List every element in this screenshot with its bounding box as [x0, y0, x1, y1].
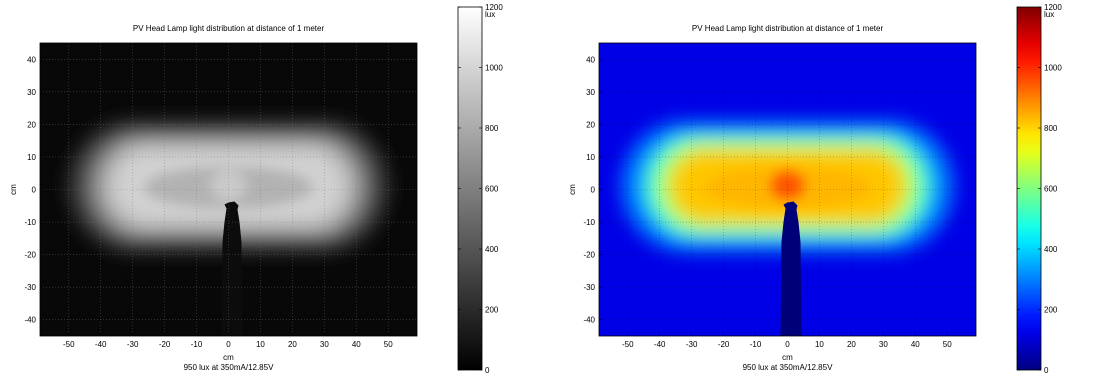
y-tick-label: -20: [583, 251, 595, 260]
y-tick-label: 20: [27, 120, 36, 129]
colorbar-tick-label: 200: [485, 306, 499, 315]
x-tick-label: 20: [847, 340, 856, 349]
chart-caption: 950 lux at 350mA/12.85V: [743, 363, 834, 372]
y-tick-label: -40: [24, 316, 36, 325]
x-tick-label: -20: [718, 340, 730, 349]
x-tick-label: -50: [63, 340, 75, 349]
y-tick-label: 10: [586, 153, 595, 162]
colorbar-tick-label: 400: [485, 245, 499, 254]
heatmap-image: [599, 43, 976, 336]
colorbar-tick-label: 1200: [1044, 3, 1062, 12]
colorbar-tick-label: 800: [1044, 124, 1058, 133]
lamp-silhouette: [221, 201, 243, 336]
x-tick-label: 50: [384, 340, 393, 349]
y-tick-label: -10: [583, 218, 595, 227]
colorbar-tick-label: 800: [485, 124, 499, 133]
x-tick-label: -10: [750, 340, 762, 349]
x-tick-label: -30: [686, 340, 698, 349]
chart-title: PV Head Lamp light distribution at dista…: [133, 24, 325, 33]
colorbar: [457, 6, 483, 371]
y-tick-label: 30: [586, 88, 595, 97]
grid: [40, 43, 417, 336]
y-tick-label: -10: [24, 218, 36, 227]
chart-title: PV Head Lamp light distribution at dista…: [692, 24, 884, 33]
y-tick-label: 0: [591, 186, 596, 195]
gray-heatmap-chart: PV Head Lamp light distribution at dista…: [9, 3, 503, 375]
colorbar-tick-label: 1000: [1044, 64, 1062, 73]
colorbar-tick-label: 600: [1044, 185, 1058, 194]
y-tick-label: -30: [24, 283, 36, 292]
lamp-silhouette: [780, 201, 802, 336]
x-tick-label: -50: [622, 340, 634, 349]
colorbar-tick-label: 200: [1044, 306, 1058, 315]
colorbar-unit-label: lux: [485, 10, 495, 19]
y-axis-label: cm: [568, 184, 577, 195]
beam-core-peak: [769, 170, 806, 201]
y-tick-label: 40: [586, 55, 595, 64]
colorbar-tick-label: 1200: [485, 3, 503, 12]
colorbar-tick-label: 1000: [485, 64, 503, 73]
colorbar-tick-label: 400: [1044, 245, 1058, 254]
colorbar-tick-label: 600: [485, 185, 499, 194]
x-tick-label: -40: [654, 340, 666, 349]
x-tick-label: 40: [352, 340, 361, 349]
x-tick-label: -40: [95, 340, 107, 349]
y-tick-label: -40: [583, 316, 595, 325]
jet-heatmap-panel: PV Head Lamp light distribution at dista…: [559, 0, 1117, 378]
x-tick-label: -30: [127, 340, 139, 349]
jet-heatmap-chart: PV Head Lamp light distribution at dista…: [568, 3, 1062, 375]
lamp-body: [780, 201, 802, 336]
x-tick-label: 0: [226, 340, 231, 349]
x-tick-label: 50: [943, 340, 952, 349]
gray-heatmap-panel: PV Head Lamp light distribution at dista…: [0, 0, 558, 378]
y-tick-label: 20: [586, 120, 595, 129]
x-tick-label: 30: [320, 340, 329, 349]
chart-caption: 950 lux at 350mA/12.85V: [184, 363, 275, 372]
x-tick-label: 10: [815, 340, 824, 349]
x-tick-label: -10: [191, 340, 203, 349]
x-axis-label: cm: [223, 353, 234, 362]
y-axis-label: cm: [9, 184, 18, 195]
y-tick-label: 0: [32, 186, 37, 195]
x-tick-label: 10: [256, 340, 265, 349]
y-tick-label: -30: [583, 283, 595, 292]
x-tick-label: 0: [785, 340, 790, 349]
colorbar-tick-label: 0: [485, 366, 490, 375]
beam-core: [703, 166, 872, 209]
x-tick-label: 40: [911, 340, 920, 349]
beam-core-peak: [210, 170, 247, 201]
y-tick-label: 30: [27, 88, 36, 97]
y-tick-label: 40: [27, 55, 36, 64]
grid: [599, 43, 976, 336]
y-tick-label: -20: [24, 251, 36, 260]
x-tick-label: 30: [879, 340, 888, 349]
x-tick-label: -20: [159, 340, 171, 349]
colorbar: [1016, 6, 1042, 371]
x-axis-label: cm: [782, 353, 793, 362]
lamp-body: [221, 201, 243, 336]
x-tick-label: 20: [288, 340, 297, 349]
colorbar-tick-label: 0: [1044, 366, 1049, 375]
colorbar-unit-label: lux: [1044, 10, 1054, 19]
y-tick-label: 10: [27, 153, 36, 162]
